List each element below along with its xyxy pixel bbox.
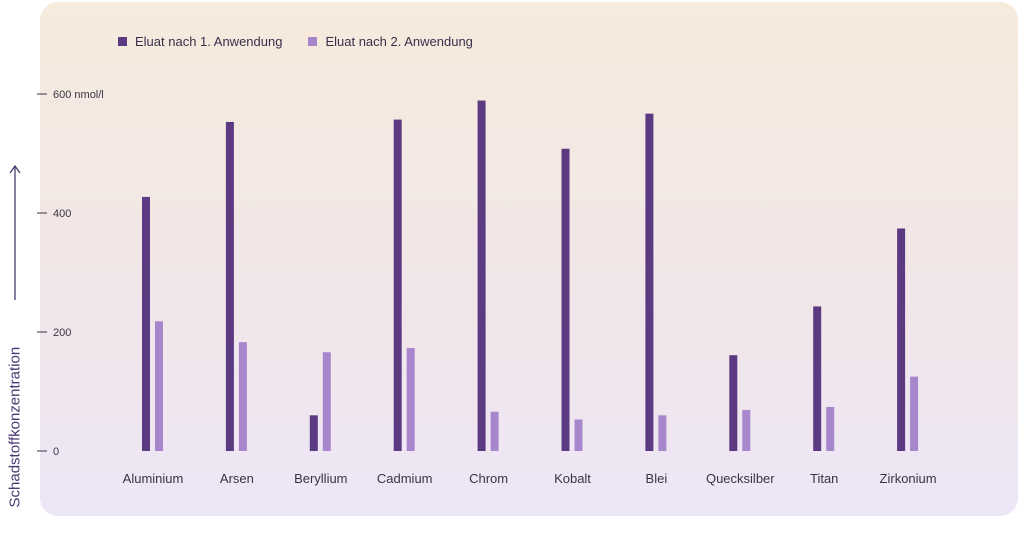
- bar-series-2: [826, 406, 835, 451]
- bar-series-1: [897, 228, 906, 451]
- bar-series-2: [574, 419, 583, 451]
- y-tick-label: 200: [53, 327, 71, 339]
- bar-series-2: [742, 409, 751, 451]
- x-category-label: Beryllium: [294, 471, 347, 486]
- bar-series-1: [645, 113, 654, 451]
- legend-swatch-series-2: [308, 37, 318, 46]
- x-category-label: Titan: [810, 471, 838, 486]
- bar-series-2: [406, 348, 415, 451]
- x-category-label: Quecksilber: [706, 471, 775, 486]
- legend-label-series-1: Eluat nach 1. Anwendung: [135, 34, 283, 49]
- bar-series-1: [813, 306, 822, 451]
- x-category-label: Arsen: [220, 471, 254, 486]
- bar-series-2: [238, 342, 247, 451]
- bar-series-2: [910, 376, 919, 451]
- y-tick-label: 600 nmol/l: [53, 89, 104, 101]
- bar-series-2: [155, 321, 163, 451]
- bar-series-1: [142, 196, 150, 451]
- legend-label-series-2: Eluat nach 2. Anwendung: [325, 34, 473, 49]
- bar-series-1: [561, 148, 570, 452]
- bar-series-2: [322, 352, 331, 451]
- bar-series-2: [490, 411, 499, 451]
- x-category-label: Kobalt: [554, 471, 591, 486]
- y-axis-arrow-icon: [9, 164, 21, 300]
- y-tick-label: 400: [53, 208, 71, 220]
- x-category-label: Cadmium: [377, 471, 433, 486]
- bar-series-1: [309, 415, 318, 451]
- bar-series-1: [729, 355, 738, 451]
- chart-legend: Eluat nach 1. Anwendung Eluat nach 2. An…: [118, 34, 499, 49]
- legend-item-series-1: Eluat nach 1. Anwendung: [118, 34, 282, 49]
- x-category-label: Chrom: [469, 471, 508, 486]
- bar-series-2: [658, 415, 667, 451]
- legend-item-series-2: Eluat nach 2. Anwendung: [308, 34, 473, 49]
- bar-series-1: [393, 119, 402, 452]
- bar-series-1: [477, 100, 486, 452]
- y-tick-label: 0: [53, 446, 59, 458]
- x-category-label: Aluminium: [123, 471, 184, 486]
- chart-panel: [40, 2, 1018, 516]
- x-category-label: Blei: [646, 471, 668, 486]
- legend-swatch-series-1: [118, 37, 127, 46]
- bar-series-1: [225, 121, 234, 451]
- x-category-label: Zirkonium: [880, 471, 937, 486]
